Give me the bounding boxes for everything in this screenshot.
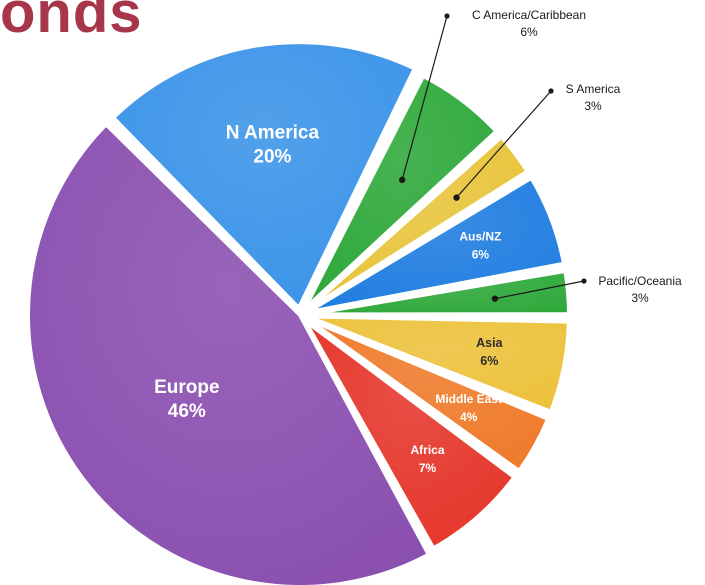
slice-label-aus-nz: Aus/NZ <box>459 230 501 244</box>
leader-dot-pacific-oceania <box>581 278 587 284</box>
pie-slice-asia <box>304 314 571 414</box>
leader-dot-c-america-caribbean <box>398 176 406 184</box>
leader-dot-s-america <box>453 194 460 201</box>
callout-label-c-america-caribbean: C America/Caribbean <box>472 8 586 22</box>
callout-value-c-america-caribbean: 6% <box>520 25 538 39</box>
slice-label-middle-east: Middle East <box>435 392 502 406</box>
slice-label-africa: Africa <box>410 443 444 457</box>
leader-line-c-america-caribbean <box>401 15 448 180</box>
leader-line-pacific-oceania <box>494 280 585 300</box>
leader-dot-pacific-oceania <box>491 295 499 302</box>
slice-value-n-america: 20% <box>253 146 291 167</box>
pie-slice-middle-east <box>304 316 551 473</box>
pie-slice-c-america-caribbean <box>302 73 499 312</box>
slice-value-asia: 6% <box>480 354 498 368</box>
pie-slice-pacific-oceania <box>304 269 571 317</box>
pie-labels: C America/Caribbean 6% S America 3% Aus/NZ 6%… <box>154 8 682 475</box>
slice-label-europe: Europe <box>154 377 219 398</box>
callout-label-pacific-oceania: Pacific/Oceania <box>598 274 682 288</box>
leader-line-s-america <box>456 90 552 198</box>
slice-label-n-america: N America <box>226 122 320 143</box>
title-fragment: onds <box>0 0 143 45</box>
slice-value-europe: 46% <box>168 401 206 422</box>
slice-value-africa: 7% <box>419 461 437 475</box>
slice-label-asia: Asia <box>476 336 503 350</box>
leader-dot-c-america-caribbean <box>444 13 450 19</box>
slice-value-aus-nz: 6% <box>472 248 490 262</box>
pie-slice-europe <box>26 122 431 585</box>
pie-slice-n-america <box>111 40 417 311</box>
callout-value-s-america: 3% <box>584 99 602 113</box>
callout-value-pacific-oceania: 3% <box>631 291 649 305</box>
slice-value-middle-east: 4% <box>460 410 478 424</box>
leader-dot-s-america <box>548 88 554 94</box>
pie-slice-aus-nz <box>304 175 566 315</box>
callout-label-s-america: S America <box>566 82 621 96</box>
pie-slice-africa <box>302 318 517 551</box>
